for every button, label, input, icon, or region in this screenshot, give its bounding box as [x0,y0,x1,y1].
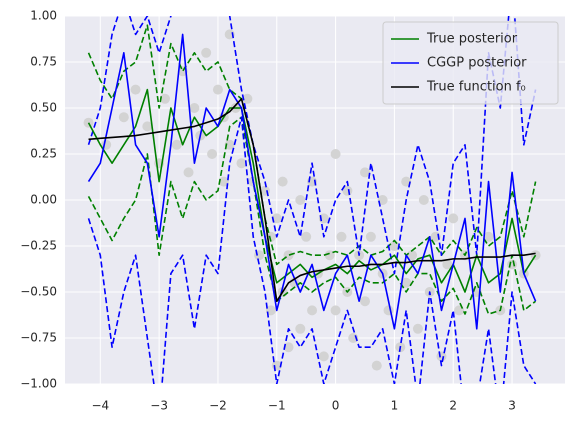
interval-line [87,116,537,384]
legend-label: CGGP posterior [427,56,527,71]
data-point [507,259,518,270]
y-tick-label: −0.25 [20,239,57,253]
data-point [401,176,412,187]
data-point [224,139,235,150]
data-point [336,231,347,242]
data-point [401,277,412,288]
data-point [324,250,335,261]
data-point [201,47,212,58]
y-tick-label: −1.00 [20,377,57,391]
data-point [365,231,376,242]
series-line [88,98,536,302]
x-tick-label: −4 [91,399,109,413]
data-point [242,93,253,104]
data-point [142,121,153,132]
data-point [448,213,459,224]
data-point [330,305,341,316]
data-point [377,195,388,205]
data-point [207,149,218,159]
legend-box [382,21,559,105]
data-point [83,117,94,128]
data-point [277,176,288,187]
data-point [160,93,170,104]
data-point [118,112,129,123]
data-point [454,305,465,316]
x-tick-label: −1 [268,399,286,413]
interval-line [87,116,537,315]
data-point [224,29,235,40]
data-point [407,250,418,261]
data-point [371,360,382,371]
legend-label: True posterior [426,32,518,47]
y-tick-label: 0.25 [30,147,57,161]
y-tick-label: 0.50 [30,101,57,115]
data-point [418,195,429,205]
legend-label: True function f₀ [426,80,526,95]
y-tick-label: 0.75 [30,55,57,69]
y-tick-label: −0.75 [20,331,57,345]
data-point [183,167,194,178]
data-point [330,149,341,159]
data-point [271,213,282,224]
x-tick-label: 2 [449,399,457,413]
data-point [318,351,329,362]
data-point [212,84,223,95]
data-point [360,296,370,307]
data-point [283,342,294,353]
interval-line [87,16,537,275]
y-tick-label: 1.00 [30,9,57,23]
series-line [87,33,537,330]
data-point [389,241,400,251]
data-point [360,167,370,178]
y-tick-label: −0.50 [20,285,57,299]
plot-marks [83,16,541,384]
x-tick-label: −2 [209,399,227,413]
data-point [189,103,200,113]
data-point [412,323,423,334]
data-point [171,139,182,150]
x-tick-label: −3 [150,399,168,413]
interval-line [87,24,537,266]
series-line [87,88,537,293]
data-point [442,259,453,270]
data-point [301,231,312,242]
y-tick-label: 0.00 [30,193,57,207]
x-tick-label: 0 [332,399,340,413]
data-point [218,176,229,187]
data-point [130,84,141,95]
data-point [307,305,318,316]
data-point [236,158,247,169]
data-point [295,195,306,205]
data-point [295,323,306,334]
data-point [483,231,494,242]
x-tick-label: 1 [391,399,399,413]
x-tick-label: 3 [508,399,516,413]
